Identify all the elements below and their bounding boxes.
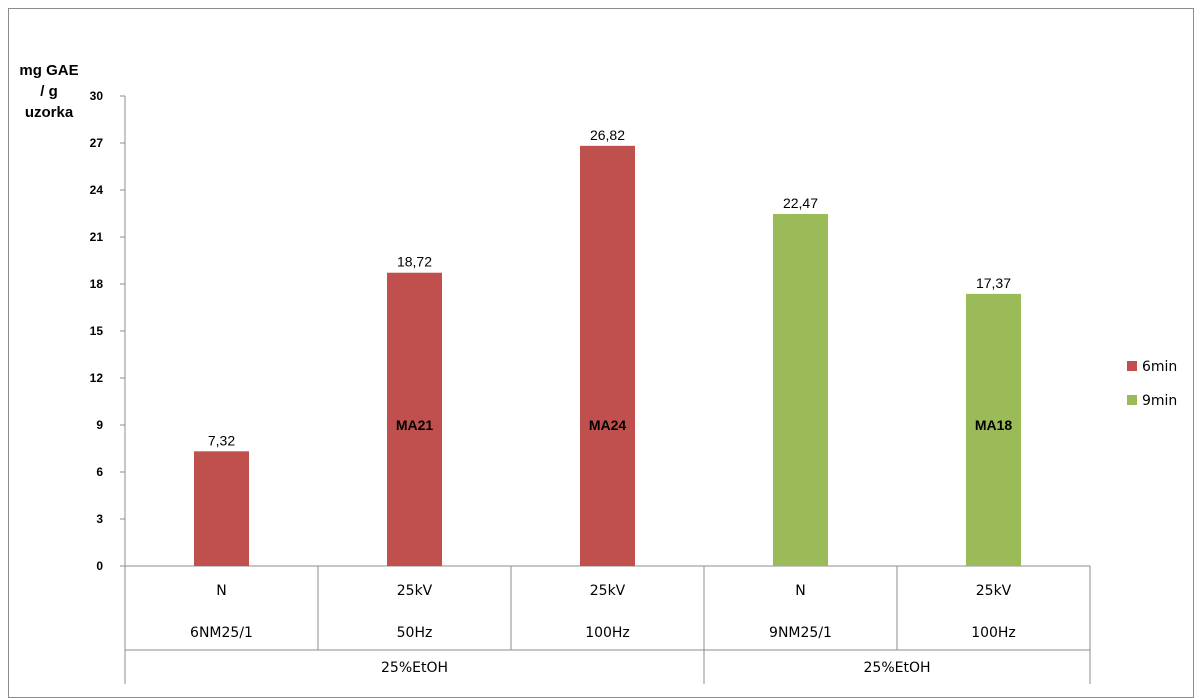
- x-tick-label: N: [216, 583, 226, 599]
- legend-swatch: [1127, 361, 1137, 371]
- y-tick-label: 12: [90, 371, 104, 385]
- bar-chart: 0 3 6 9 12 15 18 21 24 27 30 N 6NM25/1 25kV 50Hz 25kV 10…: [90, 89, 1177, 684]
- x-tick-label: 6NM25/1: [190, 625, 253, 641]
- bar-annotation: MA24: [589, 417, 627, 433]
- x-tick-label: 25kV: [976, 583, 1012, 599]
- x-tick-label: 100Hz: [585, 625, 630, 641]
- bar: [194, 451, 249, 566]
- y-tick-label: 21: [90, 230, 104, 244]
- bar: [580, 145, 635, 566]
- x-tick-label: 25kV: [590, 583, 626, 599]
- y-axis-title-line: / g: [40, 83, 58, 100]
- y-tick-label: 15: [90, 324, 104, 338]
- data-label: 18,72: [397, 254, 432, 270]
- bar: [773, 213, 828, 566]
- x-group-label: 25%EtOH: [864, 660, 931, 676]
- x-tick-label: 50Hz: [397, 625, 433, 641]
- y-tick-label: 24: [90, 183, 104, 197]
- data-label: 17,37: [976, 275, 1011, 291]
- y-tick-label: 3: [96, 512, 103, 526]
- bar-annotation: MA21: [396, 417, 434, 433]
- x-tick-label: 25kV: [397, 583, 433, 599]
- y-axis-title: mg GAE / g uzorka: [10, 60, 88, 123]
- bar-annotation: MA18: [975, 417, 1013, 433]
- data-label: 22,47: [783, 195, 818, 211]
- bar: [387, 272, 442, 566]
- y-tick-label: 30: [90, 89, 104, 103]
- legend-label: 6min: [1142, 359, 1177, 375]
- legend-swatch: [1127, 395, 1137, 405]
- x-tick-label: 9NM25/1: [769, 625, 832, 641]
- y-tick-label: 0: [96, 559, 103, 573]
- data-label: 7,32: [208, 432, 235, 448]
- x-tick-label: N: [795, 583, 805, 599]
- y-tick-label: 9: [96, 418, 103, 432]
- legend-label: 9min: [1142, 393, 1177, 409]
- y-tick-label: 6: [96, 465, 103, 479]
- data-label: 26,82: [590, 127, 625, 143]
- y-axis-title-line: mg GAE: [19, 62, 79, 79]
- x-group-label: 25%EtOH: [381, 660, 448, 676]
- bar: [966, 293, 1021, 566]
- x-tick-label: 100Hz: [971, 625, 1016, 641]
- y-axis-title-line: uzorka: [24, 104, 74, 121]
- y-tick-label: 18: [90, 277, 104, 291]
- y-tick-label: 27: [90, 136, 104, 150]
